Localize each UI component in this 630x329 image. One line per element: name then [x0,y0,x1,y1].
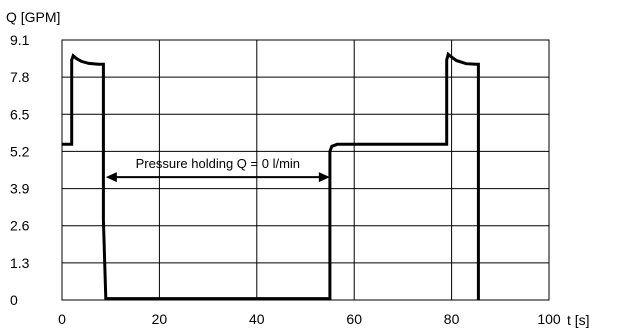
y-tick-label: 1.3 [10,255,30,271]
x-axis-ticks: 0 20 40 60 80 100 [58,311,561,327]
annotation-arrowhead-left [105,172,117,183]
y-tick-label: 9.1 [10,32,30,48]
flow-rate-line [62,51,480,301]
x-tick-label: 60 [346,311,362,327]
x-tick-label: 0 [58,311,66,327]
y-tick-label: 5.2 [10,143,30,159]
y-tick-label: 7.8 [10,69,30,85]
annotation-arrowhead-right [318,172,330,183]
y-tick-label: 3.9 [10,181,30,197]
y-tick-label: 6.5 [10,106,30,122]
y-tick-label: 2.6 [10,218,30,234]
x-tick-label: 80 [444,311,460,327]
y-axis-ticks: 0 1.3 2.6 3.9 5.2 6.5 7.8 9.1 [10,32,30,308]
x-axis-label: t [s] [567,312,590,328]
x-tick-label: 40 [249,311,265,327]
x-tick-label: 20 [152,311,168,327]
x-tick-label: 100 [537,311,561,327]
y-tick-label: 0 [10,292,18,308]
annotation-text: Pressure holding Q = 0 l/min [136,156,300,171]
y-axis-label: Q [GPM] [6,9,60,25]
pressure-holding-annotation: Pressure holding Q = 0 l/min [105,156,330,183]
